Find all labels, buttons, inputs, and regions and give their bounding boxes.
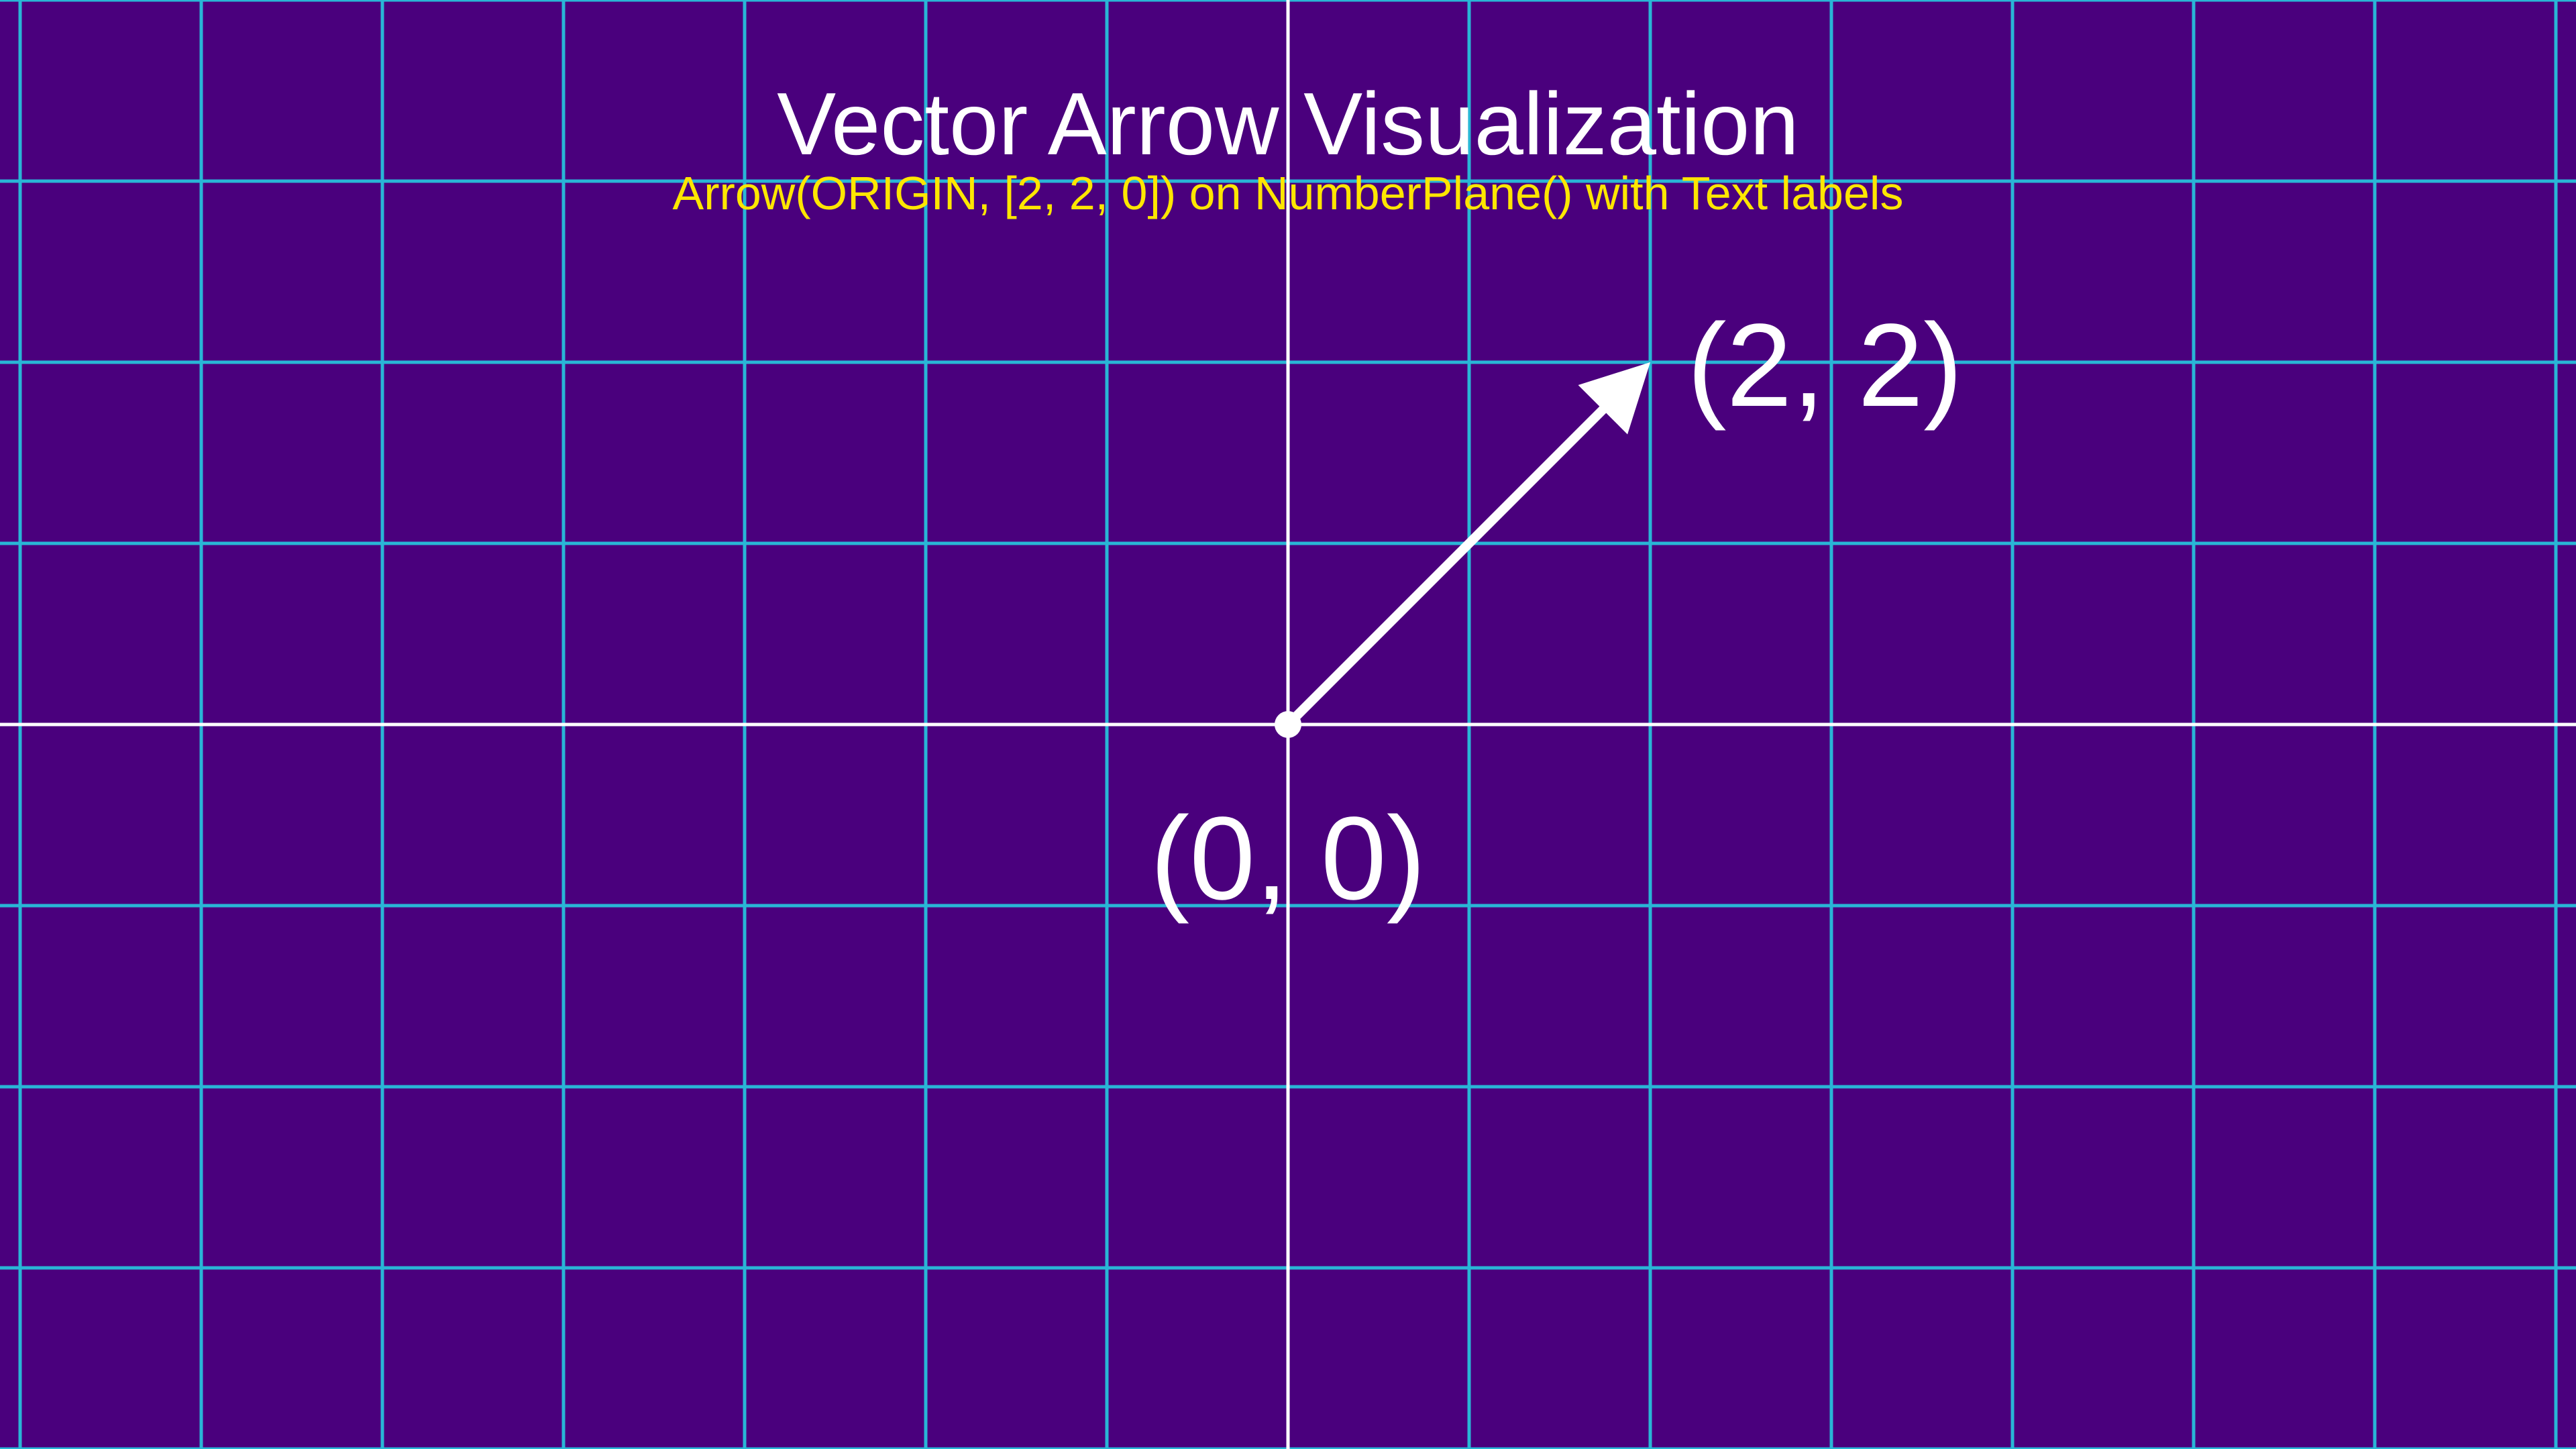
origin-coordinate-label: (0, 0)	[1150, 793, 1426, 924]
vector-arrow	[1275, 362, 1650, 738]
origin-dot	[1275, 711, 1301, 738]
arrow-shaft	[1283, 400, 1613, 729]
tip-coordinate-label: (2, 2)	[1687, 300, 1963, 431]
page-subtitle: Arrow(ORIGIN, [2, 2, 0]) on NumberPlane(…	[673, 167, 1904, 219]
page-title: Vector Arrow Visualization	[777, 74, 1799, 173]
arrow-head	[1578, 362, 1650, 435]
